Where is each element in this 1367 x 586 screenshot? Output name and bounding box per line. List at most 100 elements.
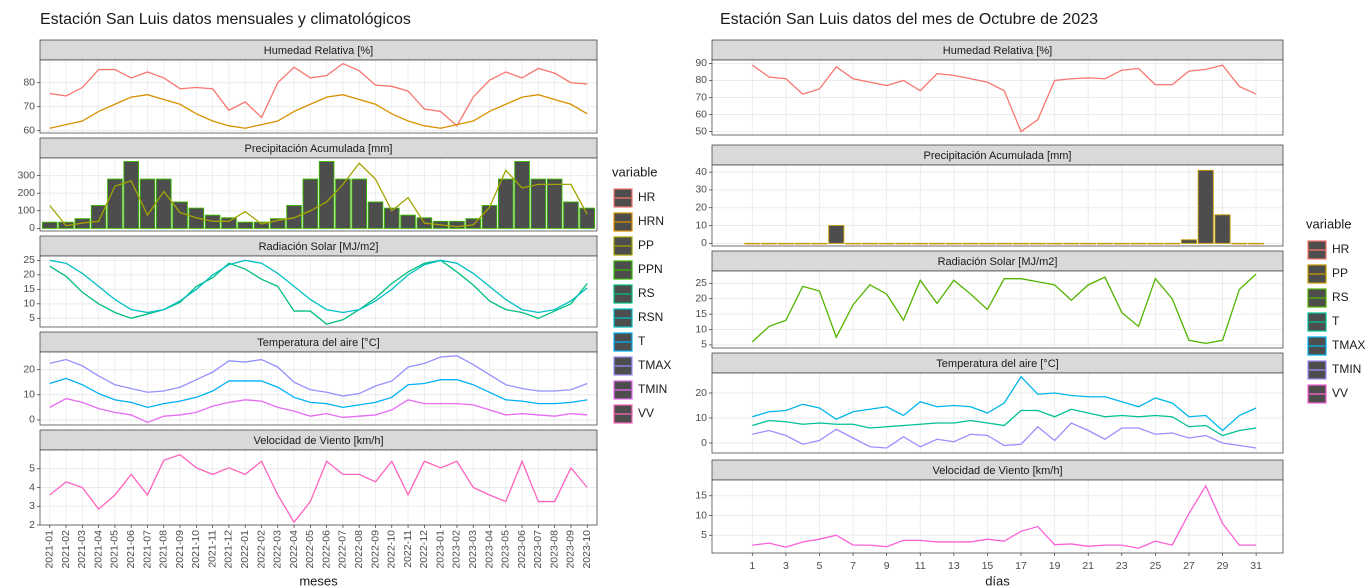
bar [1130, 242, 1147, 245]
panel-border [39, 449, 598, 526]
y-tick-label: 20 [23, 363, 35, 375]
x-tick-label: 3 [783, 560, 789, 572]
x-tick-label: 2022-03 [272, 530, 284, 569]
y-tick-label: 10 [23, 389, 35, 401]
line [49, 94, 588, 129]
y-tick-label: 0 [29, 414, 35, 426]
bar [155, 178, 172, 229]
strip-title: Velocidad de Viento [km/h] [253, 435, 383, 447]
bar [794, 242, 811, 245]
bar [286, 205, 302, 229]
strip-title: Humedad Relativa [%] [264, 45, 373, 57]
panel-bg [40, 256, 597, 327]
legend-label: HR [638, 190, 656, 204]
bar [1096, 242, 1113, 245]
x-tick-label: 2021-05 [109, 530, 121, 569]
y-tick-label: 20 [695, 387, 707, 399]
bar [996, 242, 1013, 245]
strip-title: Precipitación Acumulada [mm] [245, 143, 393, 155]
bar [107, 178, 123, 229]
x-tick-label: 2022-04 [288, 530, 300, 569]
bar [1113, 242, 1130, 245]
bar [861, 242, 878, 245]
bar [744, 242, 761, 245]
y-tick-label: 0 [701, 437, 707, 449]
line [751, 273, 1257, 345]
x-tick-label: 2021-01 [44, 530, 56, 569]
line [751, 64, 1257, 133]
legend-label: T [638, 334, 646, 348]
x-tick-label: 21 [1082, 560, 1094, 572]
strip-title: Radiación Solar [MJ/m2] [938, 256, 1058, 268]
bar [878, 242, 895, 245]
bar [1180, 239, 1197, 244]
strip-title: Temperatura del aire [°C] [257, 337, 379, 349]
x-tick-label: 2023-07 [532, 530, 544, 569]
line [752, 484, 1257, 549]
panel-bg [40, 60, 597, 133]
bar [530, 178, 547, 229]
bar [563, 201, 579, 229]
bar [1013, 242, 1030, 245]
bar [302, 178, 319, 229]
y-tick-label: 20 [695, 202, 707, 214]
panel-border [711, 479, 1284, 554]
y-tick-label: 10 [695, 323, 707, 335]
x-tick-label: 2021-03 [76, 530, 88, 569]
bar [1063, 242, 1080, 245]
line [49, 397, 588, 424]
panel-border [711, 59, 1284, 136]
y-tick-label: 4 [29, 481, 35, 493]
y-tick-label: 70 [23, 100, 35, 112]
bar [237, 221, 253, 229]
legend-label: HR [1332, 242, 1350, 256]
x-tick-label: 2022-08 [353, 530, 365, 569]
line [49, 162, 588, 228]
line [49, 259, 588, 325]
x-tick-label: 2023-03 [467, 530, 479, 569]
y-tick-label: 10 [23, 298, 35, 310]
legend-label: RSN [638, 310, 663, 324]
x-tick-label: 5 [817, 560, 823, 572]
x-tick-label: 11 [915, 560, 926, 572]
y-tick-label: 70 [695, 91, 707, 103]
y-tick-label: 2 [29, 519, 35, 531]
x-tick-label: 2022-05 [304, 530, 316, 569]
y-tick-label: 10 [695, 509, 707, 521]
y-tick-label: 20 [23, 269, 35, 281]
x-tick-label: 2022-06 [320, 530, 332, 569]
x-tick-label: 2022-07 [337, 530, 349, 569]
line [752, 422, 1257, 449]
y-tick-label: 15 [23, 283, 35, 295]
x-tick-label: 2023-05 [500, 530, 512, 569]
x-tick-label: 2021-09 [174, 530, 186, 569]
panel-bg [712, 271, 1283, 348]
bar [384, 207, 400, 229]
line [752, 408, 1257, 437]
bar [828, 225, 845, 244]
x-tick-label: 2021-06 [125, 530, 137, 569]
bar [351, 178, 367, 229]
y-tick-label: 25 [23, 254, 35, 266]
x-tick-label: 2022-01 [239, 530, 251, 569]
bar [1214, 214, 1231, 244]
legend-label: TMAX [638, 358, 671, 372]
x-tick-label: 1 [749, 560, 755, 572]
y-tick-label: 15 [695, 308, 707, 320]
strip-title: Velocidad de Viento [km/h] [932, 465, 1062, 477]
x-tick-label: 2023-06 [516, 530, 528, 569]
bar [895, 242, 912, 245]
bar [579, 207, 596, 229]
panel-border [711, 270, 1284, 349]
bar [546, 178, 563, 229]
legend-label: TMAX [1332, 338, 1365, 352]
bar [318, 161, 335, 229]
y-tick-label: 200 [17, 187, 35, 199]
line [49, 259, 588, 314]
legend-label: T [1332, 314, 1340, 328]
bar [90, 205, 107, 229]
panel-bg [712, 480, 1283, 553]
bar [400, 214, 416, 229]
legend-title: variable [1306, 216, 1352, 231]
